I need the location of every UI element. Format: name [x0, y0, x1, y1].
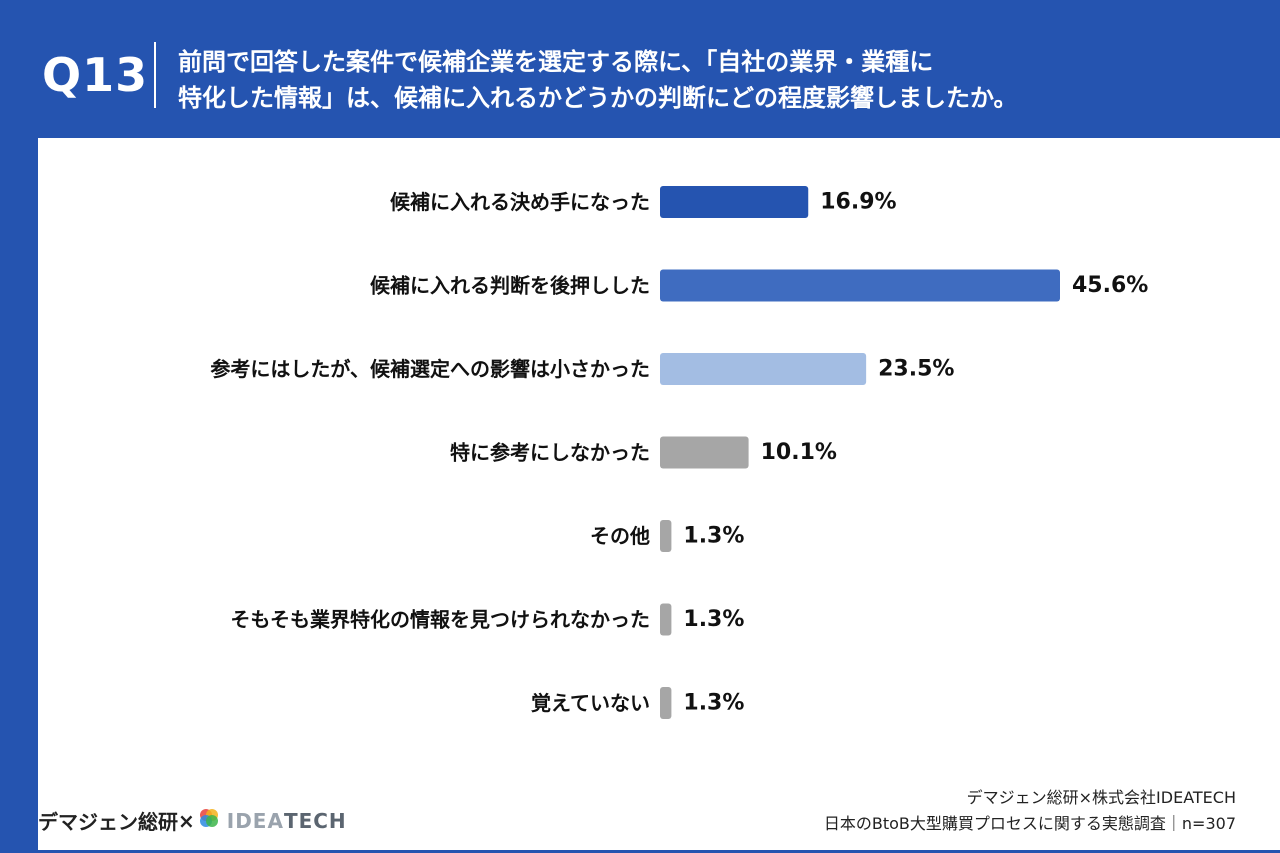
chart-panel: 候補に入れる決め手になった 16.9% 候補に入れる判断を後押しした 45.6% 参考に… — [38, 138, 1280, 850]
source-note: デマジェン総研×株式会社IDEATECH 日本のBtoB大型購買プロセスに関する… — [824, 785, 1236, 837]
header-divider — [154, 42, 156, 108]
category-label: 参考にはしたが、候補選定への影響は小さかった — [210, 357, 650, 381]
value-label: 10.1% — [761, 440, 837, 465]
source-line-2: 日本のBtoB大型購買プロセスに関する実態調査｜n=307 — [823, 814, 1236, 833]
bar — [660, 520, 672, 552]
bar — [660, 687, 672, 719]
value-label: 1.3% — [683, 607, 744, 632]
category-label: その他 — [590, 524, 650, 548]
logo-times: × — [178, 808, 195, 833]
logo-tech: TECH — [283, 808, 347, 833]
bar-chart: 候補に入れる決め手になった 16.9% 候補に入れる判断を後押しした 45.6% 参考に… — [210, 186, 1148, 719]
source-line-1: デマジェン総研×株式会社IDEATECH — [966, 788, 1236, 807]
category-label: 覚えていない — [531, 691, 650, 715]
value-label: 23.5% — [878, 357, 954, 382]
category-label: そもそも業界特化の情報を見つけられなかった — [230, 608, 650, 632]
ideatech-logo-icon — [197, 806, 221, 835]
bar — [660, 436, 749, 469]
category-label: 特に参考にしなかった — [450, 441, 650, 465]
value-label: 16.9% — [820, 190, 896, 215]
question-line-1: 前問で回答した案件で候補企業を選定する際に、「自社の業界・業種に — [178, 48, 934, 76]
value-label: 1.3% — [683, 524, 744, 549]
value-label: 45.6% — [1072, 273, 1148, 298]
logo-idea: IDEA — [226, 808, 284, 833]
logo-brand: デマジェン総研 — [38, 810, 178, 834]
header: Q13 前問で回答した案件で候補企業を選定する際に、「自社の業界・業種に 特化し… — [0, 0, 1280, 138]
footer-logo: デマジェン総研 × IDEA TECH — [38, 806, 347, 835]
question-text: 前問で回答した案件で候補企業を選定する際に、「自社の業界・業種に 特化した情報」… — [178, 44, 1238, 116]
bar — [660, 353, 867, 385]
question-number: Q13 — [42, 48, 149, 102]
category-label: 候補に入れる判断を後押しした — [370, 274, 650, 298]
category-label: 候補に入れる決め手になった — [390, 190, 650, 214]
bar — [660, 603, 672, 636]
bar — [660, 186, 809, 218]
bar — [660, 269, 1060, 302]
value-label: 1.3% — [683, 691, 744, 716]
question-line-2: 特化した情報」は、候補に入れるかどうかの判断にどの程度影響しましたか。 — [178, 84, 1018, 112]
